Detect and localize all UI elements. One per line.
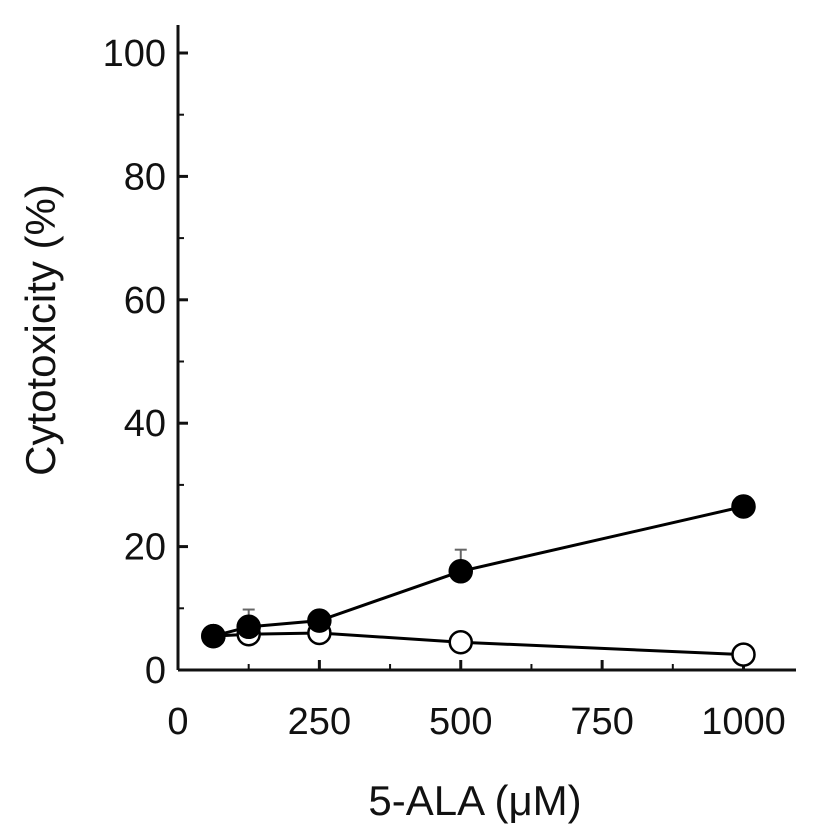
series-0 — [201, 494, 756, 649]
x-tick-label: 500 — [429, 701, 492, 743]
open-data-point — [448, 629, 473, 655]
filled-data-point — [448, 559, 473, 584]
x-axis-title: 5-ALA (μM) — [368, 777, 581, 824]
filled-data-point — [731, 494, 756, 519]
y-tick-label: 60 — [124, 280, 166, 322]
y-axis-title: Cytotoxicity (%) — [17, 184, 64, 476]
x-tick-label: 1000 — [701, 701, 786, 743]
x-tick-label: 250 — [288, 701, 351, 743]
series-line — [212, 505, 744, 638]
open-data-point — [731, 642, 756, 667]
axes — [176, 25, 796, 672]
filled-data-point — [307, 608, 332, 633]
y-tick-label: 0 — [145, 650, 166, 692]
series — [201, 494, 756, 667]
y-tick-label: 100 — [103, 33, 166, 75]
x-tick-label: 0 — [167, 701, 188, 743]
filled-data-point — [236, 614, 261, 640]
y-tick-label: 80 — [124, 156, 166, 198]
y-tick-label: 40 — [124, 403, 166, 445]
series-1 — [201, 620, 756, 667]
series-line — [213, 631, 744, 657]
filled-data-point — [201, 623, 226, 649]
y-tick-label: 20 — [124, 527, 166, 569]
x-tick-label: 750 — [570, 701, 633, 743]
